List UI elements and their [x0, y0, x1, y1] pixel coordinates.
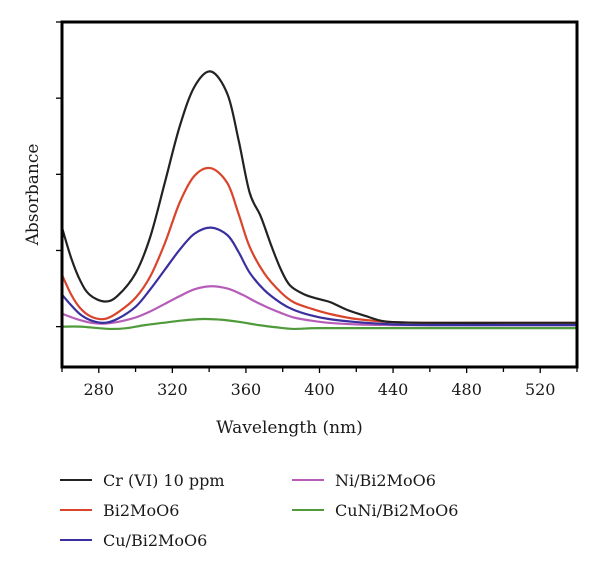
- x-tick-label: 480: [451, 380, 482, 399]
- series-layer: [62, 70, 577, 331]
- x-tick-label: 320: [157, 380, 188, 399]
- series-line-bi2moo6: [62, 166, 577, 324]
- x-tick-label: 280: [84, 380, 115, 399]
- x-tick-label: 520: [525, 380, 556, 399]
- series-line-cr-vi-10-ppm: [62, 70, 577, 324]
- x-tick-label: 440: [378, 380, 409, 399]
- series-line-ni-bi2moo6: [62, 285, 577, 327]
- x-axis-title: Wavelength (nm): [216, 418, 363, 438]
- x-tick-label: 400: [304, 380, 335, 399]
- series-line-cu-bi2moo6: [62, 226, 577, 327]
- x-tick-label: 360: [231, 380, 262, 399]
- y-axis-title: Absorbance: [23, 144, 43, 247]
- y-axis-ticks: [56, 21, 62, 328]
- x-axis-ticks: 280 320 360 400 440 480 520: [61, 367, 578, 399]
- series-line-cuni-bi2moo6: [62, 317, 577, 331]
